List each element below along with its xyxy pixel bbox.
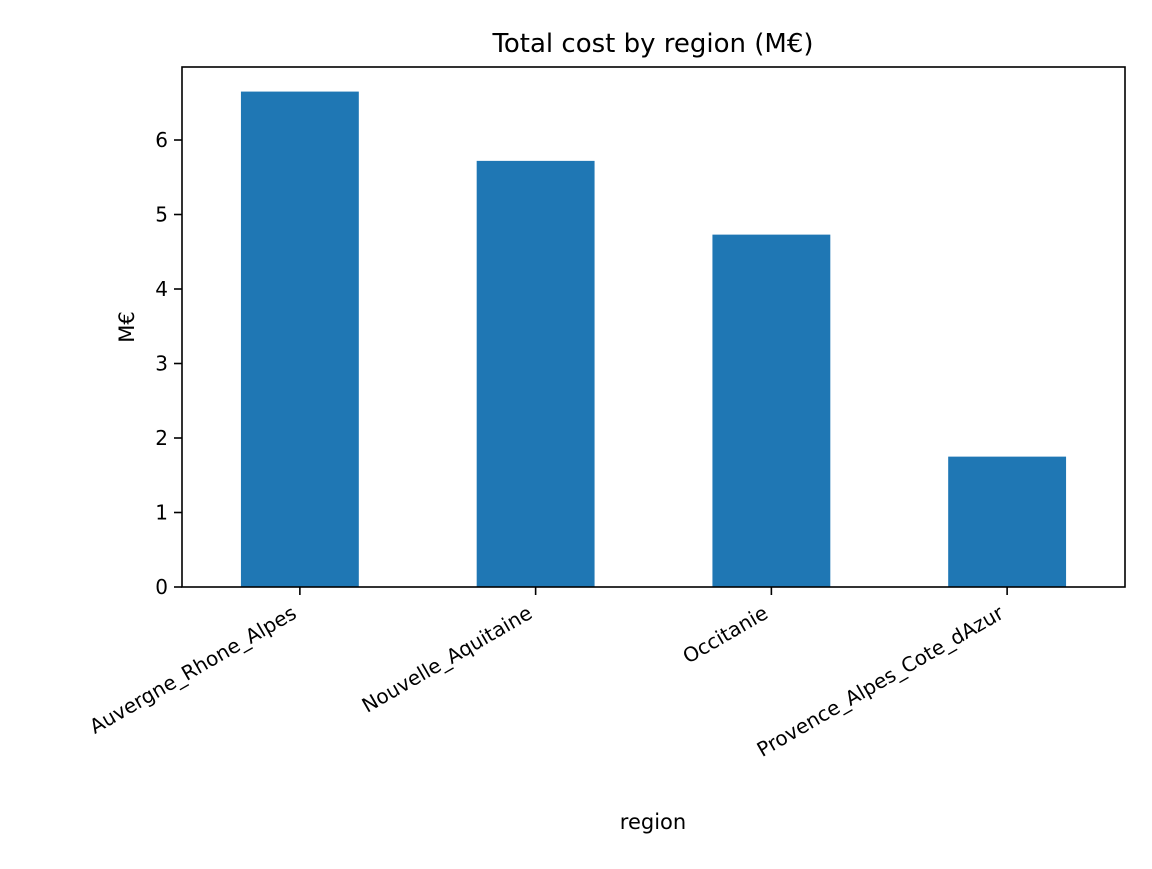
y-axis-label: M€: [115, 311, 139, 342]
y-tick-label: 2: [155, 426, 168, 450]
y-axis: 0 1 2 3 4 5 6: [155, 128, 182, 599]
x-axis-label: region: [620, 810, 686, 834]
plot-frame: [181, 66, 1126, 588]
x-tick-label: Occitanie: [679, 601, 772, 669]
bar-Nouvelle_Aquitaine: [476, 160, 595, 587]
bar-Auvergne_Rhone_Alpes: [240, 91, 359, 587]
y-tick-label: 0: [155, 575, 168, 599]
bar-Provence_Alpes_Cote_dAzur: [948, 456, 1067, 587]
x-tick-label: Provence_Alpes_Cote_dAzur: [753, 600, 1009, 761]
y-tick-label: 6: [155, 128, 168, 152]
y-tick-label: 3: [155, 352, 168, 376]
bar-Occitanie: [712, 234, 831, 588]
y-tick-label: 1: [155, 501, 168, 525]
y-tick-label: 5: [155, 203, 168, 227]
x-tick-label: Nouvelle_Aquitaine: [358, 601, 537, 718]
x-axis: Auvergne_Rhone_Alpes Nouvelle_Aquitaine Oc…: [85, 587, 1008, 762]
chart-title: Total cost by region (M€): [491, 29, 813, 59]
x-tick-label: Auvergne_Rhone_Alpes: [85, 601, 300, 739]
bars-group: [240, 91, 1067, 588]
y-tick-label: 4: [155, 277, 168, 301]
